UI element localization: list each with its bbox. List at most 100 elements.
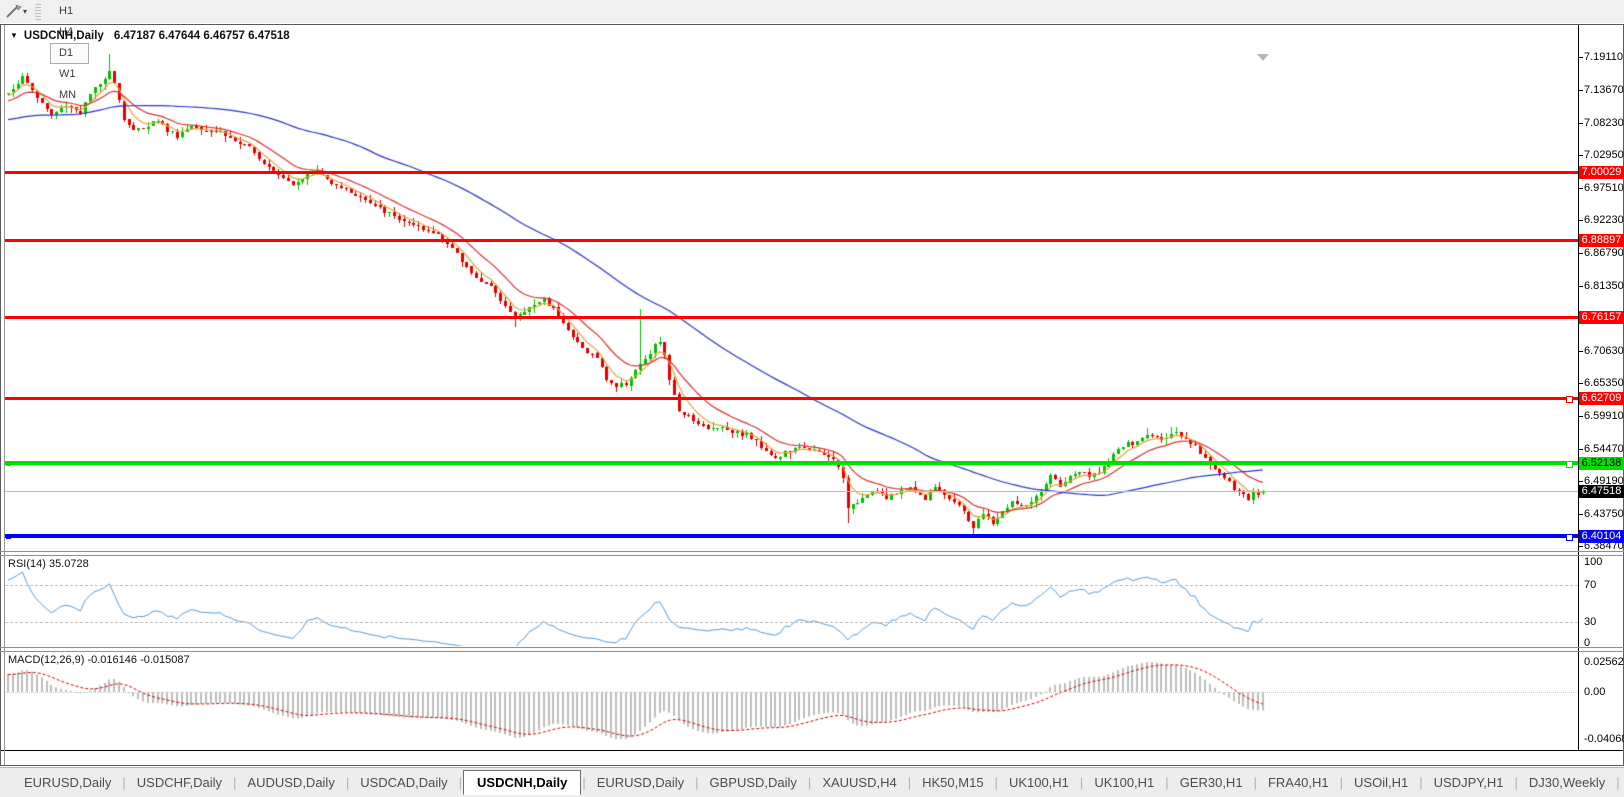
rsi-axis-label: 30 [1584, 616, 1597, 629]
window-top-border [0, 24, 1624, 25]
price-axis-tick-label: 6.43750 [1584, 507, 1624, 520]
price-axis-tick-mark [1578, 252, 1583, 254]
tab-separator: | [458, 775, 463, 790]
price-axis-tick-mark [1578, 448, 1583, 450]
tab-hk50m15[interactable]: HK50,M15 [922, 775, 984, 790]
price-axis-tick-mark [1578, 89, 1583, 91]
tab-separator: | [1253, 775, 1257, 790]
level-handle-left[interactable] [6, 460, 11, 466]
price-axis-tick-mark [1578, 57, 1583, 58]
price-axis-tick-mark [1578, 187, 1583, 189]
tab-audusddaily[interactable]: AUDUSD,Daily [247, 775, 335, 790]
level-line-6.40104[interactable] [5, 534, 1578, 538]
timeframe-button-h1[interactable]: H1 [59, 5, 74, 17]
timeframe-buttons: M1M5M15M30H1H4D1W1MN [49, 0, 90, 106]
tab-separator: | [1616, 775, 1620, 790]
current-price-line [5, 491, 1578, 493]
price-axis-tick-label: 6.38470 [1584, 539, 1624, 552]
chart-title: ▼ USDCNH,Daily 6.47187 6.47644 6.46757 6.4… [10, 30, 290, 42]
dropdown-arrow-icon[interactable]: ▾ [23, 7, 28, 16]
tab-xauusdh4[interactable]: XAUUSD,H4 [822, 775, 897, 790]
price-axis-tick-label: 6.97510 [1584, 181, 1624, 194]
rsi-level-30 [5, 622, 1578, 624]
rsi-macd-separator-2[interactable] [0, 651, 1624, 652]
tab-separator: | [345, 775, 350, 790]
tab-uk100h1[interactable]: UK100,H1 [1008, 775, 1069, 790]
tab-dj30weekly[interactable]: DJ30,Weekly [1528, 775, 1606, 790]
plot-left-border [4, 25, 5, 766]
rsi-level-70 [5, 585, 1578, 586]
tab-fra40h1[interactable]: FRA40,H1 [1267, 775, 1329, 790]
tab-ger30h1[interactable]: GER30,H1 [1179, 775, 1243, 790]
chart-menu-icon[interactable]: ▼ [10, 31, 18, 40]
macd-axis-label: -0.040687 [1584, 733, 1624, 746]
rsi-label: RSI(14) 35.0728 [8, 558, 89, 570]
macd-axis-label: 0.00 [1584, 686, 1606, 698]
tab-separator: | [994, 775, 998, 790]
level-line-6.88897[interactable] [5, 238, 1578, 242]
rsi-macd-separator[interactable] [0, 647, 1624, 648]
price-axis-tick-label: 6.92230 [1584, 213, 1624, 226]
timeframe-button-h4[interactable]: H4 [59, 26, 74, 38]
price-axis-tick-mark [1578, 285, 1583, 287]
tab-usdcnhdaily[interactable]: USDCNH,Daily [463, 770, 582, 795]
rsi-axis-label: 0 [1584, 637, 1591, 649]
price-axis-tick-label: 6.59910 [1584, 409, 1624, 422]
level-price-badge: 7.00029 [1579, 166, 1624, 180]
price-axis-tick-mark [1578, 382, 1583, 384]
level-handle-right[interactable] [1566, 533, 1573, 541]
tab-separator: | [582, 775, 586, 790]
window-bottom-border [0, 765, 1624, 766]
tab-separator: | [122, 775, 126, 790]
tab-separator: | [1339, 775, 1344, 790]
toolbar-grip[interactable] [35, 3, 42, 20]
price-axis-tick-mark [1578, 122, 1583, 124]
level-price-badge: 6.88897 [1579, 233, 1624, 247]
level-line-6.62709[interactable] [5, 397, 1578, 401]
tab-separator: | [1165, 775, 1169, 790]
level-line-6.52138[interactable] [5, 461, 1578, 466]
macd-axis-label: 0.025623 [1584, 656, 1624, 669]
price-axis-tick-label: 7.08230 [1584, 116, 1624, 129]
timeframe-button-d1[interactable]: D1 [50, 43, 90, 64]
timeframe-button-mn[interactable]: MN [59, 89, 77, 101]
rsi-axis-label: 70 [1584, 579, 1597, 591]
level-handle-right[interactable] [1566, 396, 1573, 404]
price-axis-tick-label: 6.65350 [1584, 376, 1624, 389]
crosshair-tool-icon[interactable] [4, 3, 22, 20]
level-line-7.00029[interactable] [5, 171, 1578, 175]
tab-separator: | [233, 775, 237, 790]
chart-ohlc-values: 6.47187 6.47644 6.46757 6.47518 [113, 30, 290, 42]
tab-eurusddaily[interactable]: EURUSD,Daily [24, 775, 112, 790]
tab-separator: | [1514, 775, 1518, 790]
current-price-badge: 6.47518 [1579, 484, 1624, 498]
price-axis-tick-label: 6.70630 [1584, 344, 1624, 357]
level-handle-left[interactable] [6, 533, 11, 539]
chart-shift-marker-icon [1257, 54, 1269, 61]
price-axis-tick-label: 6.49190 [1584, 474, 1624, 487]
chart-canvas[interactable] [0, 24, 1624, 766]
chart-symbol: USDCNH,Daily [23, 30, 104, 42]
level-handle-right[interactable] [1566, 460, 1573, 468]
tab-usdcaddaily[interactable]: USDCAD,Daily [360, 775, 448, 790]
tab-separator: | [907, 775, 912, 790]
tab-separator: | [807, 775, 812, 790]
level-price-badge: 6.62709 [1579, 392, 1624, 406]
tab-usdchfdaily[interactable]: USDCHF,Daily [136, 775, 223, 790]
toolbar: ▾ M1M5M15M30H1H4D1W1MN [0, 0, 1624, 101]
timeframe-button-w1[interactable]: W1 [59, 68, 76, 80]
main-rsi-separator[interactable] [0, 551, 1624, 552]
tab-gbpusddaily[interactable]: GBPUSD,Daily [709, 775, 797, 790]
date-axis-line [0, 750, 1624, 751]
window-left-border [0, 24, 1, 766]
price-axis-tick-mark [1578, 415, 1583, 417]
tab-usoilh1[interactable]: USOil,H1 [1354, 775, 1409, 790]
tab-uk100h1[interactable]: UK100,H1 [1094, 775, 1155, 790]
level-price-badge: 6.40104 [1579, 529, 1624, 543]
level-line-6.76157[interactable] [5, 315, 1578, 319]
tab-eurusddaily[interactable]: EURUSD,Daily [596, 775, 685, 790]
tab-usdjpyh1[interactable]: USDJPY,H1 [1433, 775, 1504, 790]
macd-label: MACD(12,26,9) -0.016146 -0.015087 [8, 654, 190, 666]
main-rsi-separator-2[interactable] [0, 555, 1624, 556]
tab-china300h1[interactable]: CHINA300,H1 [1621, 771, 1624, 794]
